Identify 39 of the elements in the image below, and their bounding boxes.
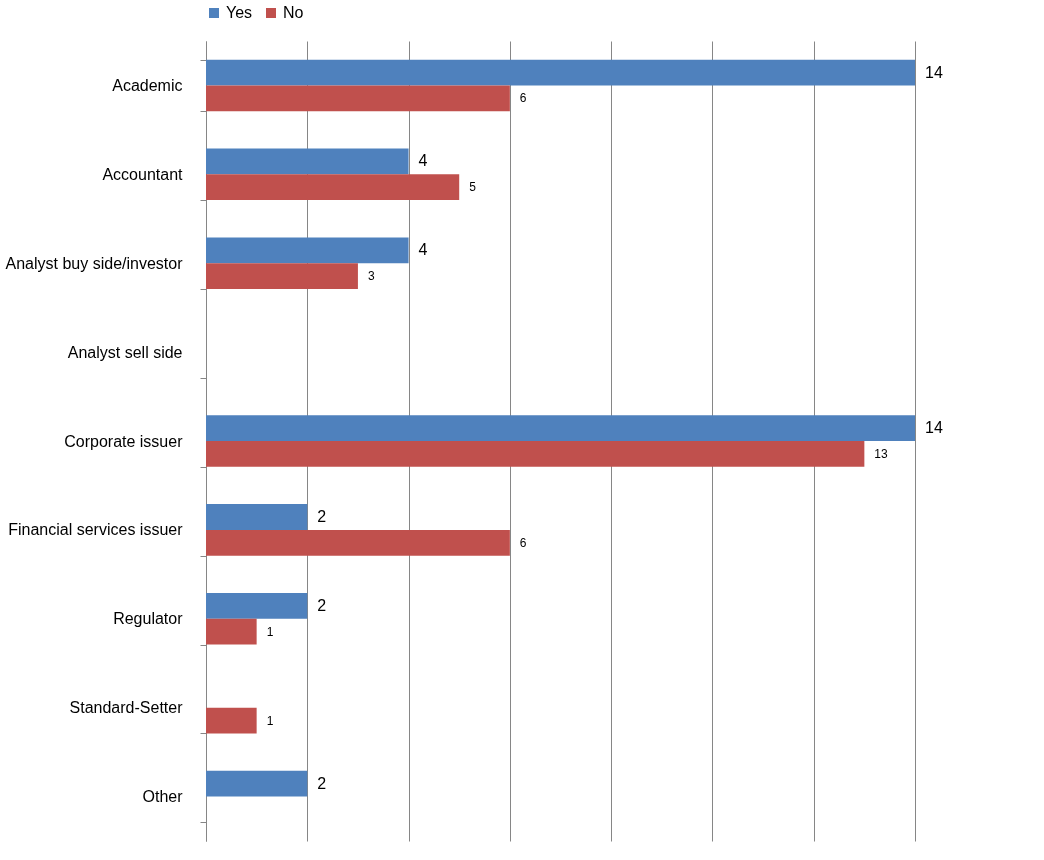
y-tick-label: Other bbox=[142, 788, 184, 806]
y-tick-label: Analyst buy side/investor bbox=[5, 254, 184, 272]
data-label: 4 bbox=[418, 241, 428, 259]
bar bbox=[206, 593, 308, 619]
bar bbox=[206, 770, 308, 797]
bar bbox=[206, 237, 409, 264]
y-tick-label: Accountant bbox=[102, 165, 184, 183]
legend-label: No bbox=[283, 4, 304, 21]
data-label: 5 bbox=[469, 180, 477, 195]
y-tick-label: Academic bbox=[112, 76, 183, 94]
legend-label: Yes bbox=[226, 4, 253, 21]
bar bbox=[206, 415, 915, 441]
data-label: 1 bbox=[266, 624, 274, 639]
data-label: 13 bbox=[874, 446, 889, 461]
bar bbox=[206, 174, 460, 201]
y-tick-label: Regulator bbox=[113, 610, 184, 628]
data-label: 2 bbox=[317, 596, 327, 614]
data-label: 3 bbox=[367, 269, 375, 284]
data-label: 14 bbox=[925, 63, 943, 81]
y-tick-label: Corporate issuer bbox=[64, 432, 184, 450]
data-label: 2 bbox=[317, 774, 327, 792]
data-label: 4 bbox=[418, 152, 428, 170]
bar bbox=[206, 263, 358, 289]
bar bbox=[206, 504, 308, 530]
data-label: 14 bbox=[925, 419, 943, 437]
data-label: 6 bbox=[519, 535, 527, 550]
y-tick-label: Financial services issuer bbox=[8, 521, 184, 539]
bar bbox=[206, 59, 915, 86]
bar bbox=[206, 618, 257, 645]
data-label: 6 bbox=[519, 91, 527, 106]
y-tick-label: Analyst sell side bbox=[67, 343, 183, 361]
bar bbox=[206, 148, 409, 175]
bar bbox=[206, 707, 257, 734]
bar bbox=[206, 85, 510, 112]
data-label: 2 bbox=[317, 508, 327, 525]
data-label: 1 bbox=[266, 713, 274, 728]
y-tick-label: Standard-Setter bbox=[69, 699, 184, 717]
bar bbox=[206, 441, 865, 467]
bar bbox=[206, 529, 510, 556]
